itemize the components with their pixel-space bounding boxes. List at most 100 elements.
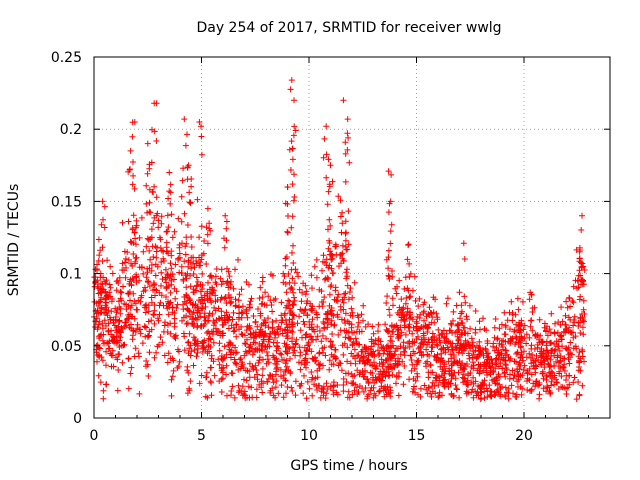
data-point [411, 383, 417, 390]
data-point [206, 295, 213, 302]
data-point [438, 346, 444, 353]
data-point [288, 138, 295, 145]
data-point [494, 349, 501, 356]
data-point [416, 349, 423, 356]
data-point [187, 259, 194, 266]
data-point [221, 235, 227, 242]
data-point [354, 352, 361, 359]
data-point [387, 228, 394, 235]
data-point [339, 342, 346, 349]
data-point [348, 324, 355, 331]
data-point [468, 335, 475, 342]
data-point [202, 303, 209, 310]
data-point [219, 332, 226, 339]
data-point [183, 240, 190, 247]
data-point [172, 261, 179, 268]
data-point [297, 327, 304, 334]
data-point [452, 382, 459, 389]
data-point [420, 330, 427, 337]
data-point [286, 279, 293, 286]
data-point [425, 324, 432, 331]
data-point [536, 316, 543, 323]
data-point [125, 291, 132, 297]
data-point [472, 308, 479, 314]
data-point [565, 346, 571, 353]
data-point [291, 123, 298, 130]
data-point [375, 328, 381, 335]
data-point [159, 339, 166, 346]
data-point [514, 366, 520, 373]
data-point [306, 333, 313, 340]
data-point [453, 386, 460, 393]
data-point [328, 344, 335, 351]
data-point [475, 361, 482, 368]
data-point [412, 297, 419, 304]
data-point [563, 298, 570, 305]
data-point [138, 214, 145, 221]
data-point [285, 271, 292, 277]
data-point [217, 275, 224, 282]
data-point [427, 361, 434, 368]
data-point [389, 273, 396, 280]
data-point [349, 373, 356, 380]
data-point [412, 389, 418, 396]
data-point [259, 300, 266, 307]
data-point [143, 358, 150, 364]
data-point [431, 319, 438, 326]
data-point [232, 266, 238, 273]
data-point [358, 354, 365, 360]
data-point [302, 306, 309, 313]
data-point [413, 318, 420, 325]
data-point [392, 360, 399, 367]
data-point [219, 375, 226, 382]
data-point [128, 281, 135, 288]
data-point [116, 327, 123, 334]
data-point [390, 302, 396, 309]
data-point [556, 347, 563, 354]
data-point [349, 391, 356, 398]
data-point [231, 327, 238, 334]
data-point [145, 373, 152, 379]
data-point [456, 326, 463, 333]
data-point [365, 391, 372, 398]
data-point [343, 327, 350, 334]
data-point [127, 311, 134, 318]
data-point [461, 293, 468, 300]
data-point [328, 317, 335, 324]
data-point [372, 374, 379, 381]
data-point [459, 360, 466, 367]
data-point [140, 248, 147, 255]
data-point [313, 274, 320, 281]
data-point [174, 346, 181, 353]
data-point [421, 308, 427, 315]
data-point [186, 385, 193, 392]
data-point [521, 322, 528, 329]
data-point [232, 350, 239, 357]
data-point [458, 302, 465, 309]
data-point [113, 354, 119, 361]
data-point [447, 327, 454, 334]
data-point [164, 212, 171, 219]
data-point [392, 285, 399, 292]
data-point [309, 374, 316, 381]
data-point [198, 372, 205, 379]
data-point [304, 378, 311, 385]
data-point [221, 354, 228, 361]
data-point [375, 321, 382, 328]
data-point [263, 360, 270, 367]
data-point [139, 340, 146, 347]
data-point [417, 385, 424, 392]
data-point [196, 119, 203, 125]
data-point [572, 277, 579, 284]
data-point [528, 342, 535, 349]
data-point [356, 371, 363, 378]
data-point [324, 276, 331, 282]
data-point [426, 352, 433, 359]
data-point [302, 282, 309, 289]
data-point [175, 363, 182, 370]
data-point [579, 324, 586, 331]
data-point [523, 354, 530, 361]
data-point [164, 228, 171, 235]
data-point [146, 349, 153, 356]
data-point [151, 320, 158, 327]
